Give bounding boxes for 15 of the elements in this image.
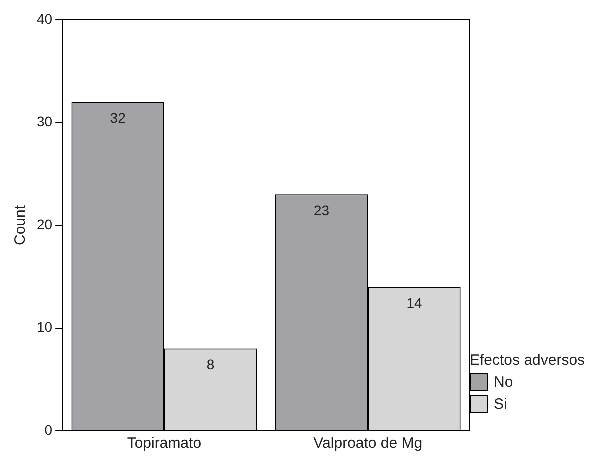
y-tick-label: 20 [36,216,53,232]
legend-title: Efectos adversos [470,352,586,369]
y-tick-label: 0 [44,422,53,438]
data-label: 14 [406,295,422,312]
legend-label: No [494,374,514,390]
data-label: 23 [314,202,330,219]
y-tick-label: 30 [36,114,53,130]
y-tick-label: 10 [36,319,53,336]
legend-label: Si [494,396,508,412]
data-label: 32 [110,110,126,126]
y-tick-label: 40 [36,10,53,27]
y-axis-title: Count [12,204,30,246]
x-tick-label: Valproato de Mg [314,435,423,452]
x-tick-label: Topiramato [127,435,202,452]
data-label: 8 [206,356,215,373]
